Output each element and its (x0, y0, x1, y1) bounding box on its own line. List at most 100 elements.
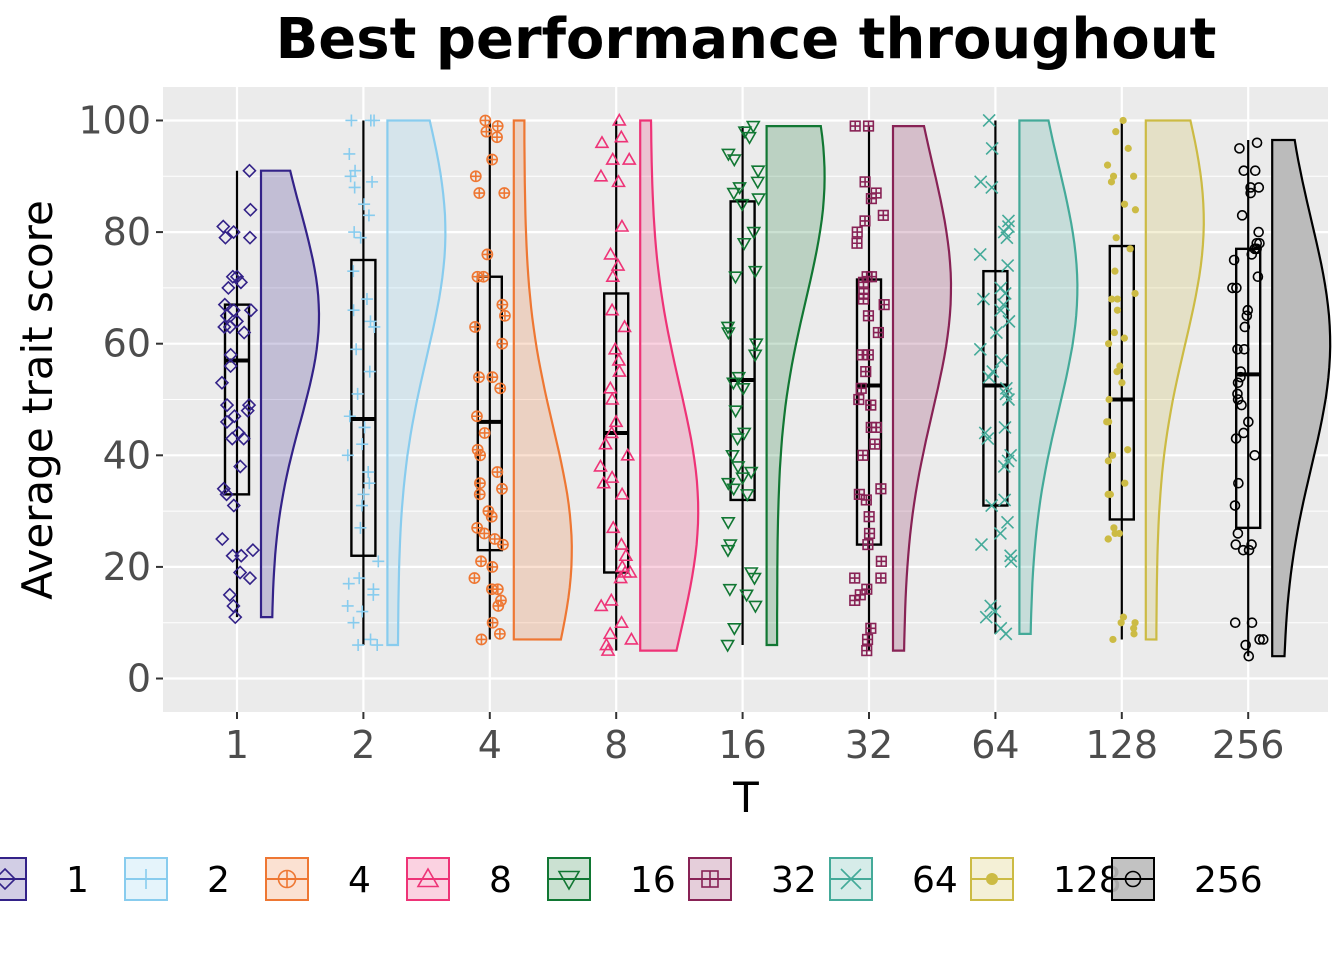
data-point-1 (243, 202, 258, 217)
data-point-4 (473, 187, 486, 199)
x-axis-ticks: 1 2 4 8 16 32 64 128 256 (225, 712, 1285, 767)
data-point-8 (624, 631, 639, 645)
data-point-256 (1245, 182, 1256, 193)
data-point-256 (1232, 394, 1244, 405)
data-point-32 (856, 349, 868, 361)
legend-marker-1 (0, 867, 17, 891)
data-point-32-cross (856, 383, 867, 394)
data-point-2 (343, 147, 356, 160)
data-point-256 (1249, 243, 1261, 255)
data-point-16 (739, 489, 755, 502)
data-point-256 (1249, 165, 1261, 177)
data-point-64 (1001, 214, 1016, 228)
data-point-2 (363, 365, 376, 378)
data-point-2 (350, 343, 363, 356)
data-point-1 (219, 414, 235, 429)
data-point-64 (1001, 392, 1016, 407)
data-point-4-cross (480, 115, 491, 126)
data-point-4-cross (482, 249, 493, 260)
data-point-2 (354, 521, 367, 534)
x-tick-label: 128 (1086, 723, 1159, 767)
data-point-1 (219, 397, 235, 413)
legend-label-8: 8 (489, 860, 512, 901)
data-point-1 (217, 297, 232, 312)
data-point-32 (855, 382, 867, 394)
data-point-4-cross (492, 584, 503, 595)
data-point-1 (217, 319, 232, 335)
x-tick-label: 8 (604, 723, 628, 767)
data-point-1 (214, 375, 230, 390)
data-point-4-cross (486, 511, 497, 522)
data-point-32-cross (849, 573, 860, 583)
data-point-1 (229, 269, 245, 284)
data-point-32-cross (863, 539, 873, 550)
data-point-64 (974, 175, 988, 189)
data-point-16 (730, 433, 745, 447)
data-point-128 (1113, 367, 1121, 376)
data-point-128 (1104, 535, 1112, 543)
legend-label-1: 1 (66, 860, 89, 901)
data-point-1 (242, 230, 258, 245)
data-point-4-cross (491, 132, 503, 143)
data-point-128 (1109, 635, 1117, 644)
data-point-256 (1251, 137, 1263, 149)
y-axis-title: Average trait score (13, 200, 62, 600)
data-point-8 (603, 246, 618, 260)
data-point-32-cross (879, 299, 889, 310)
legend-label-4: 4 (348, 860, 371, 901)
data-point-64 (1004, 549, 1018, 563)
data-point-4 (486, 561, 499, 573)
legend-item-8: 8 (406, 857, 512, 901)
data-point-2 (371, 639, 384, 652)
x-tick-label: 1 (225, 723, 249, 767)
data-point-32-cross (858, 277, 869, 288)
data-point-4-cross (487, 372, 498, 383)
data-point-32 (857, 449, 869, 461)
data-point-256 (1253, 182, 1265, 193)
data-point-4 (479, 114, 492, 127)
legend-item-32: 32 (688, 857, 817, 901)
data-point-32 (862, 120, 875, 132)
data-point-256 (1238, 427, 1249, 439)
data-point-2 (366, 175, 379, 188)
data-point-4 (478, 527, 491, 540)
legend-item-128: 128 (970, 857, 1122, 901)
data-point-32-cross (873, 327, 884, 338)
x-tick-label: 2 (351, 723, 375, 767)
data-point-32-cross (858, 294, 869, 304)
density-cloud-128 (1144, 119, 1205, 641)
data-point-1 (233, 275, 249, 290)
data-point-256 (1238, 165, 1250, 177)
data-point-256 (1231, 282, 1242, 294)
data-point-8 (610, 257, 626, 271)
data-point-64 (1000, 515, 1015, 529)
data-point-128 (1109, 172, 1118, 180)
data-point-32-cross (857, 350, 868, 360)
data-point-32 (851, 226, 863, 238)
data-point-16 (726, 622, 742, 636)
data-point-4-cross (499, 310, 511, 321)
data-point-32 (857, 276, 870, 288)
density-clouds (259, 119, 1332, 658)
data-point-1 (228, 610, 243, 625)
data-point-1 (218, 230, 233, 245)
y-tick-label: 40 (103, 433, 151, 477)
x-tick-label: 256 (1212, 723, 1285, 767)
data-point-4 (496, 298, 509, 311)
data-point-8 (614, 218, 630, 232)
data-point-32-cross (863, 121, 874, 131)
data-point-64 (997, 459, 1011, 474)
data-point-4 (473, 371, 485, 384)
data-point-256 (1233, 477, 1244, 489)
data-point-64 (982, 113, 996, 128)
data-point-4 (469, 321, 481, 333)
data-point-8 (605, 151, 621, 165)
data-point-2 (348, 226, 361, 239)
data-point-256 (1232, 343, 1243, 355)
data-point-32-cross (864, 511, 874, 522)
data-point-32-cross (876, 483, 886, 494)
data-point-8 (593, 598, 609, 612)
data-point-32-cross (866, 623, 876, 634)
legend-label-2: 2 (207, 860, 230, 901)
data-point-256 (1229, 617, 1241, 629)
